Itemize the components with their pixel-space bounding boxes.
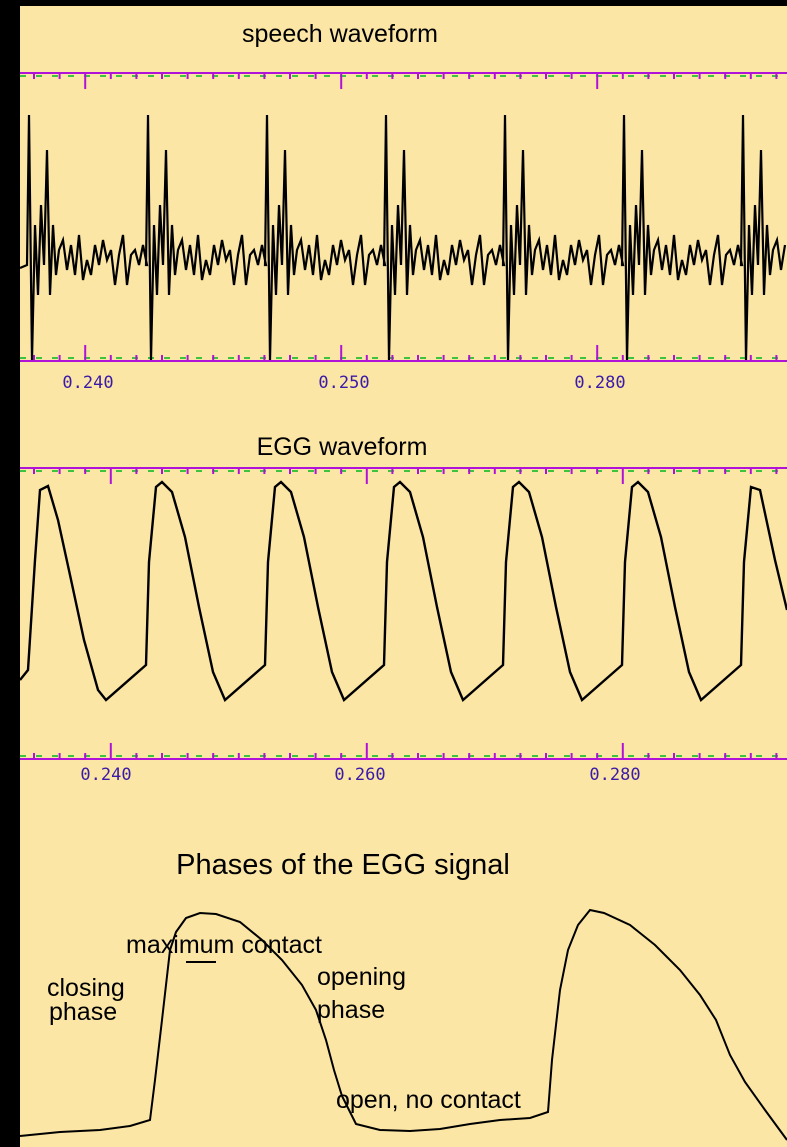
label-opening: opening (317, 963, 406, 991)
speech-axes (20, 72, 787, 362)
label-open-no-contact: open, no contact (336, 1086, 521, 1114)
speech-trace (19, 114, 787, 361)
label-opening-phase: phase (317, 996, 385, 1024)
label-maximum-contact: maximum contact (126, 931, 322, 959)
phases-panel: Phases of the EGG signal maximum contact… (19, 849, 787, 1141)
speech-title: speech waveform (242, 20, 438, 48)
egg-axes (20, 467, 787, 760)
egg-tick-label: 0.260 (334, 765, 385, 785)
egg-title: EGG waveform (257, 433, 428, 461)
egg-trace (19, 480, 787, 702)
phases-title: Phases of the EGG signal (176, 849, 510, 881)
speech-panel: speech waveform 0.240 0.250 0.280 (19, 20, 787, 393)
speech-tick-label: 0.250 (318, 373, 369, 393)
speech-tick-label: 0.280 (574, 373, 625, 393)
phases-trace (19, 908, 787, 1141)
speech-tick-label: 0.240 (62, 373, 113, 393)
egg-tick-label: 0.240 (80, 765, 131, 785)
egg-panel: EGG waveform 0.240 0.260 0.280 (19, 433, 787, 785)
left-frame (0, 0, 20, 1147)
label-closing: closing (47, 974, 125, 1002)
label-closing-phase: phase (49, 998, 117, 1026)
egg-tick-label: 0.280 (589, 765, 640, 785)
top-frame (0, 0, 787, 6)
